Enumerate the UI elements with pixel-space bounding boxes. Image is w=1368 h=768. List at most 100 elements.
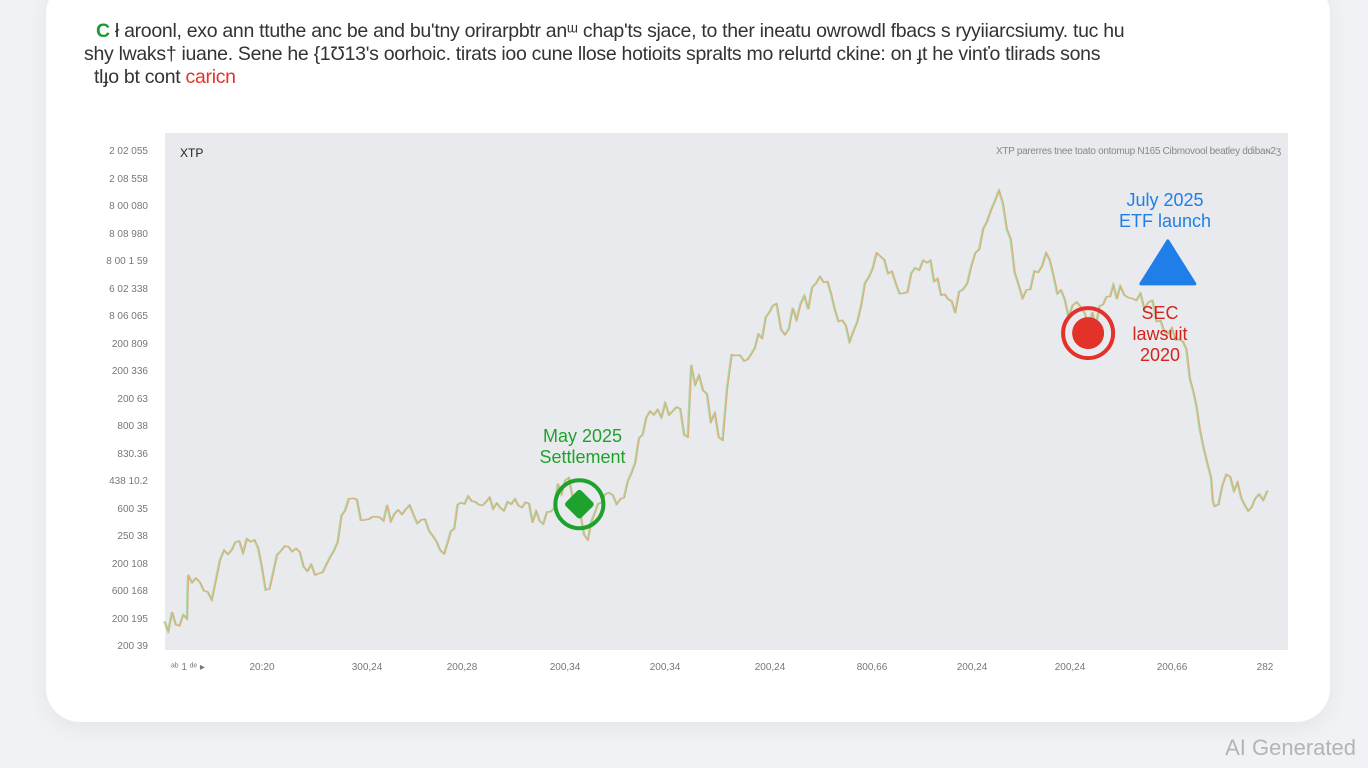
x-tick-label: 200,24	[754, 662, 786, 673]
data-point	[397, 509, 400, 511]
data-point	[187, 574, 190, 576]
data-point	[500, 507, 502, 509]
caption-line-1: ł aroonl, exo ann ttuthe anc be and bu't…	[109, 20, 1125, 42]
data-point	[265, 589, 267, 591]
data-point	[254, 539, 256, 541]
data-point	[743, 360, 746, 362]
data-point	[514, 498, 516, 500]
data-point	[998, 189, 1000, 191]
data-point	[687, 436, 689, 438]
data-point	[1230, 476, 1232, 478]
etf-triangle-icon	[1139, 239, 1197, 286]
y-tick-label: 830.36	[117, 448, 148, 460]
data-point	[1140, 292, 1142, 294]
y-tick-label: 200 63	[117, 393, 148, 405]
data-point	[926, 262, 929, 264]
y-tick-label: 200 336	[111, 366, 148, 377]
annotation-label: 2020	[1139, 345, 1181, 365]
y-tick-label: 200 108	[111, 558, 148, 570]
data-point	[1109, 295, 1112, 297]
y-tick-label: 438 10.2	[109, 476, 148, 487]
price-line-shadow	[163, 187, 1268, 635]
y-tick-label: 800 38	[117, 421, 148, 432]
y-tick-label: 8 08 980	[109, 228, 148, 240]
data-point	[903, 292, 905, 294]
x-tick-label: 200,24	[1054, 662, 1086, 673]
ai-generated-watermark: AI Generated	[1225, 735, 1356, 760]
x-tick-label: 200,34	[649, 662, 681, 673]
caption-lead: C	[96, 20, 110, 42]
y-tick-label: 600 168	[111, 586, 148, 597]
annotation-label: Settlement	[539, 447, 626, 467]
x-tick-label: 200,34	[549, 662, 581, 673]
data-point	[314, 574, 317, 576]
y-tick-label: 600 35	[117, 503, 148, 515]
lawsuit-dot-icon	[1072, 317, 1105, 350]
data-point	[780, 328, 783, 331]
data-point	[424, 518, 427, 520]
y-tick-label: 6 02 338	[109, 283, 148, 295]
x-tick-label: 282	[1256, 662, 1274, 673]
series-name: XTP	[180, 146, 204, 160]
y-tick-label: 2 02 055	[109, 146, 148, 157]
x-tick-label: 800,66	[856, 662, 888, 673]
data-point	[849, 341, 851, 343]
data-point	[1160, 320, 1162, 322]
data-point	[954, 312, 957, 314]
data-point	[1120, 285, 1122, 287]
annotation-july-2025-etf: July 2025 ETF launch	[1100, 190, 1230, 232]
settlement-marker-ring	[553, 478, 606, 531]
y-tick-label: 8 00 080	[109, 201, 148, 212]
caption-line-2: shy lwaks† iuane. Sene he {1Ʊ13's oorhoi…	[84, 43, 1101, 65]
y-tick-label: 200 195	[111, 613, 148, 625]
data-point	[646, 416, 648, 418]
price-line	[164, 188, 1269, 634]
data-point	[691, 364, 693, 366]
data-point	[164, 620, 166, 623]
data-point	[1199, 429, 1202, 431]
y-tick-label: 250 38	[117, 531, 148, 542]
y-tick-label: 200 39	[117, 641, 148, 652]
annotation-label: July 2025	[1126, 190, 1204, 210]
x-tick-label: 200,66	[1156, 662, 1188, 673]
data-point	[676, 406, 678, 408]
data-point	[1211, 477, 1213, 479]
annotation-label: ETF launch	[1118, 211, 1212, 231]
data-point	[620, 498, 622, 500]
x-tick-label: 300,24	[351, 662, 383, 673]
y-tick-label: 200 809	[111, 338, 148, 350]
data-point	[368, 518, 370, 520]
data-point	[1214, 505, 1216, 507]
data-point	[823, 281, 825, 284]
settlement-diamond-icon	[565, 489, 594, 519]
data-point	[1267, 490, 1269, 492]
data-point	[568, 477, 570, 479]
data-point	[587, 539, 589, 541]
data-point	[1022, 297, 1024, 300]
annotation-label: SEC	[1141, 303, 1179, 323]
x-tick-label: 200,24	[956, 662, 988, 673]
data-point	[722, 439, 724, 441]
chart-legend: XTP parerres tnee toato ontomup N165 Cib…	[996, 146, 1281, 157]
chart-caption: C ł aroonl, exo ann ttuthe anc be and bu…	[84, 20, 1284, 89]
caption-highlight: caricn	[185, 66, 237, 88]
annotation-label: May 2025	[542, 426, 623, 446]
lawsuit-marker-ring	[1061, 306, 1116, 361]
data-point	[223, 549, 226, 551]
data-point	[348, 498, 350, 500]
data-point	[1182, 341, 1185, 343]
x-tick-lead: ᵃᵇ 1 ᵈᵉ ▸	[171, 662, 205, 673]
y-tick-label: 2 08 558	[109, 173, 148, 185]
annotation-may-2025-settlement: May 2025 Settlement	[515, 426, 650, 468]
x-tick-label: 200,28	[446, 662, 478, 673]
data-point	[211, 599, 213, 601]
data-point	[460, 502, 463, 504]
data-point	[975, 252, 977, 254]
annotation-sec-lawsuit: SEC lawsuit 2020	[1115, 303, 1205, 366]
data-point	[1045, 252, 1048, 254]
data-point	[333, 549, 336, 551]
data-point	[186, 618, 189, 620]
data-point	[1254, 498, 1257, 500]
data-point	[776, 303, 778, 305]
